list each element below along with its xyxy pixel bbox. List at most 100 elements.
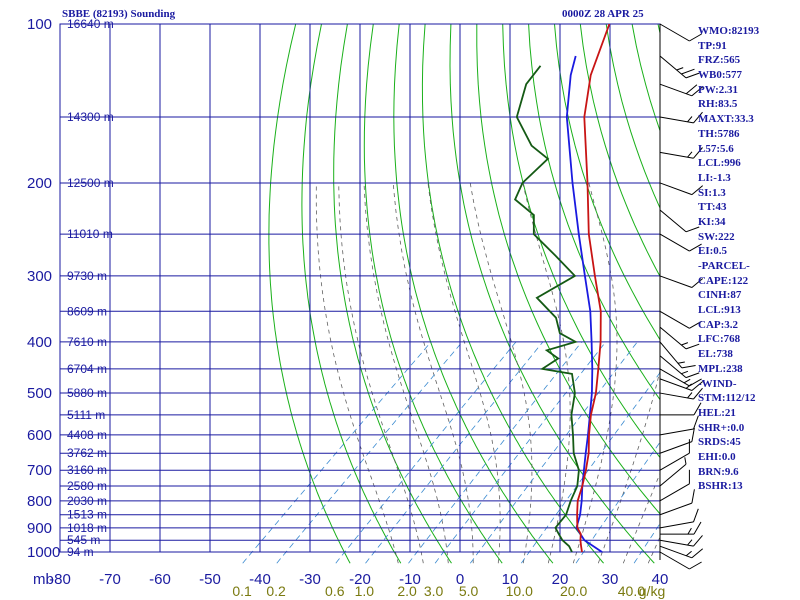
height-label: 545 m <box>67 533 100 547</box>
index-item: TT:43 <box>698 201 727 214</box>
temperature-tick-label: -80 <box>49 571 71 588</box>
index-item: L57:5.6 <box>698 142 734 155</box>
wind-barb-flag <box>683 378 691 384</box>
wind-barb-flag <box>681 342 689 346</box>
temperature-tick-label: -70 <box>99 571 121 588</box>
mixing-ratio-line <box>242 341 432 564</box>
height-label: 6704 m <box>67 362 107 376</box>
wind-barb-flag <box>691 489 695 504</box>
height-label: 3762 m <box>67 446 107 460</box>
dewpoint-trace-line <box>513 65 580 553</box>
index-item: FRZ:565 <box>698 54 741 67</box>
height-label: 14300 m <box>67 110 114 124</box>
wind-barb-flag <box>685 226 700 233</box>
moist-adiabat-line <box>363 182 449 564</box>
height-label: 12500 m <box>67 176 114 190</box>
height-label: 8609 m <box>67 304 107 318</box>
pressure-tick-label: 500 <box>27 385 52 402</box>
dry-adiabat-line <box>421 24 604 564</box>
temperature-tick-label: 20 <box>552 571 569 588</box>
wind-barb-flag <box>681 370 689 375</box>
index-item: MAXT:33.3 <box>698 113 754 126</box>
mixing-ratio-line <box>575 441 660 564</box>
moist-adiabat-line <box>622 472 660 564</box>
height-label: 9730 m <box>67 269 107 283</box>
wind-barb-flag <box>687 539 693 546</box>
wind-barb <box>659 275 693 288</box>
pressure-tick-label: 300 <box>27 268 52 285</box>
height-label: 5880 m <box>67 386 107 400</box>
wind-barb <box>659 452 690 471</box>
wind-barb-flag <box>691 548 704 559</box>
moist-adiabat-line <box>469 182 533 564</box>
moist-adiabat-line <box>392 182 474 564</box>
dry-adiabat-line <box>449 24 655 564</box>
stability-indices-panel: WMO:82193 TP:91 FRZ:565 WB0:577 PW:2.31 RH:83… <box>698 24 800 494</box>
dry-adiabat-line <box>579 24 660 278</box>
mixing-ratio-label: 3.0 <box>424 583 444 599</box>
temperature-tick-label: 10 <box>502 571 519 588</box>
wind-barb-flag <box>691 381 704 391</box>
wind-barb-flag <box>693 387 703 400</box>
mixing-ratio-label: 40.0 <box>618 583 645 599</box>
mixing-ratio-line <box>469 341 638 564</box>
wind-barb-flag <box>689 320 702 329</box>
moist-adiabat-line <box>315 182 399 564</box>
height-label: 2030 m <box>67 494 107 508</box>
wind-barb-flag <box>685 372 700 379</box>
wind-barb-flag <box>685 343 700 350</box>
wind-barb-flag <box>693 508 699 523</box>
mixing-ratio-label: 10.0 <box>506 583 533 599</box>
height-label: 1018 m <box>67 521 107 535</box>
index-item: LFC:768 <box>698 333 741 346</box>
height-label: 4408 m <box>67 428 107 442</box>
wind-barb-flag <box>693 147 703 159</box>
index-item: TH:5786 <box>698 127 740 140</box>
temperature-tick-label: -30 <box>299 571 321 588</box>
mixing-ratio-unit-label: g/kg <box>639 583 665 599</box>
index-item: -PARCEL- <box>698 260 750 272</box>
index-item: PW:2.31 <box>698 83 739 96</box>
mixing-ratio-label: 2.0 <box>397 583 417 599</box>
height-label: 1513 m <box>67 508 107 522</box>
wind-barb <box>659 551 690 570</box>
temperature-trace-line <box>576 24 611 553</box>
index-item: HEL:21 <box>698 406 736 419</box>
index-item: SRDS:45 <box>698 436 741 449</box>
pressure-tick-label: 400 <box>27 334 52 351</box>
parcel-trace-line <box>565 55 603 553</box>
wind-barb-flag <box>691 185 704 195</box>
mixing-ratio-line <box>335 341 517 564</box>
wind-barb-flag <box>687 392 693 399</box>
wind-barb-flag <box>691 86 704 97</box>
wind-barb <box>659 441 693 454</box>
wind-barb <box>659 521 694 529</box>
pressure-tick-label: 200 <box>27 175 52 192</box>
wind-barb <box>659 463 687 487</box>
height-label: 2580 m <box>67 479 107 493</box>
wind-barb-flag <box>693 402 702 416</box>
index-item: SW:222 <box>698 230 735 243</box>
index-item: CINH:87 <box>698 289 742 302</box>
wind-barb-flag <box>689 561 702 570</box>
pressure-tick-label: 100 <box>27 16 52 33</box>
index-item: CAPE:122 <box>698 274 749 287</box>
wind-barb-flag <box>693 521 702 535</box>
pressure-tick-label: 900 <box>27 520 52 537</box>
wind-barb-flag <box>684 457 687 465</box>
index-item: BSHR:13 <box>698 480 743 493</box>
dry-adiabat-line <box>301 24 402 564</box>
wind-barb-flag <box>681 365 696 369</box>
index-item: WMO:82193 <box>698 25 760 37</box>
wind-barb-flag <box>689 243 702 252</box>
moist-adiabat-line <box>572 182 618 564</box>
temperature-tick-label: 30 <box>602 571 619 588</box>
wind-barb <box>659 310 690 329</box>
mixing-ratio-label: 0.2 <box>266 583 286 599</box>
wind-barb <box>659 483 690 502</box>
height-label: 5111 m <box>67 408 105 422</box>
moist-adiabat-line <box>427 182 501 564</box>
mixing-ratio-line <box>276 341 463 564</box>
